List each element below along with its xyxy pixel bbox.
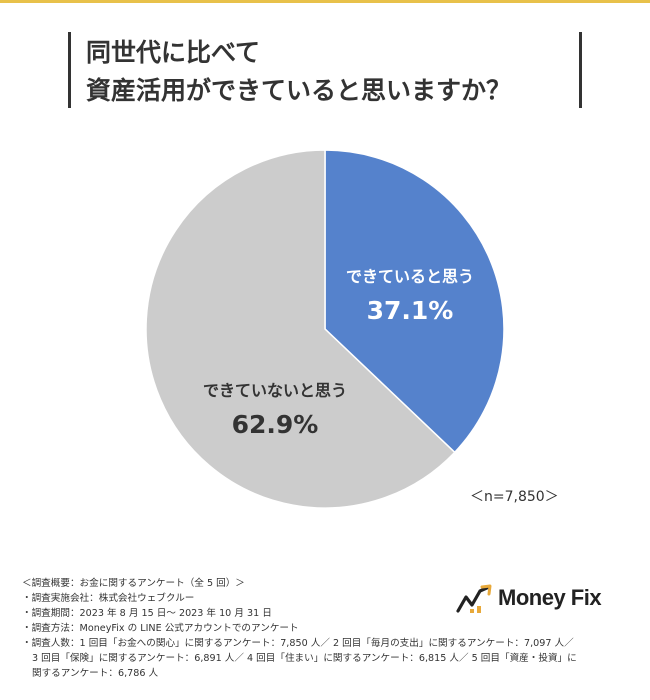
logo-text: Money Fix [498, 585, 602, 610]
pie-slice-yes [324, 149, 505, 454]
footer-line: ・調査人数：1 回目「お金への関心」に関するアンケート：7,850 人／ 2 回… [22, 638, 574, 649]
sample-size-label: ＜n=7,850＞ [470, 489, 559, 505]
footer-line: ・調査期間：2023 年 8 月 15 日〜 2023 年 10 月 31 日 [22, 608, 272, 619]
slice-no-percent: 62.9% [231, 410, 319, 439]
money-fix-logo-icon [456, 584, 492, 613]
title-bar-left [68, 32, 71, 108]
footer-line: 関するアンケート：6,786 人 [32, 668, 159, 679]
slice-label-no: できていないと思う 62.9% [180, 380, 370, 442]
slice-yes-category: できていると思う [345, 267, 474, 286]
title-line-1: 同世代に比べて [86, 38, 261, 67]
pie-slice-no [145, 149, 456, 509]
footer-line: ・調査方法：MoneyFix の LINE 公式アカウントでのアンケート [22, 623, 299, 634]
footer-line: ＜調査概要：お金に関するアンケート（全 5 回）＞ [22, 578, 245, 589]
slice-yes-percent: 37.1% [366, 296, 454, 325]
title-line-2: 資産活用ができていると思いますか？ [86, 76, 512, 105]
slice-no-category: できていないと思う [202, 381, 347, 400]
slice-label-yes: できていると思う 37.1% [325, 266, 495, 328]
footer-line: 3 回目「保険」に関するアンケート：6,891 人／ 4 回目「住まい」に関する… [32, 653, 577, 664]
survey-footer: ＜調査概要：お金に関するアンケート（全 5 回）＞ ・調査実施会社：株式会社ウェ… [22, 576, 642, 681]
chart-title: 同世代に比べて 資産活用ができていると思いますか？ [86, 34, 576, 110]
footer-line: ・調査実施会社：株式会社ウェブクルー [22, 593, 195, 604]
top-accent-line [0, 0, 650, 3]
title-bar-right [579, 32, 582, 108]
money-fix-logo: Money Fix [456, 582, 626, 616]
